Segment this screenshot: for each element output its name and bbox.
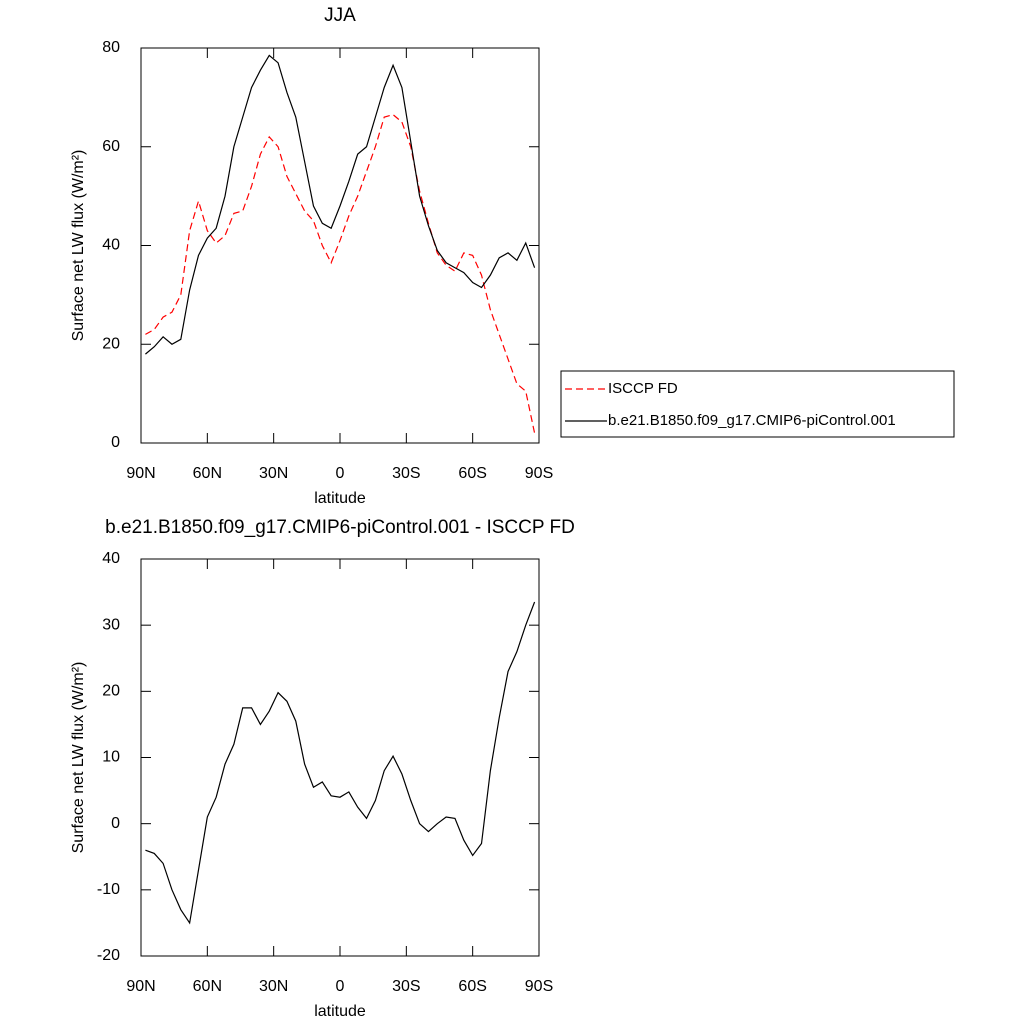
y-tick-label: 10 [102,749,120,766]
plot-frame [140,47,540,444]
x-tick-label: 60N [193,978,222,995]
x-axis-label: latitude [314,490,366,507]
y-tick-label: 40 [102,550,120,567]
chart-title: JJA [324,5,356,26]
x-tick-label: 30S [392,978,420,995]
chart-title: b.e21.B1850.f09_g17.CMIP6-piControl.001 … [105,517,575,538]
y-axis-label: Surface net LW flux (W/m²) [70,150,87,342]
x-tick-label: 30N [259,465,288,482]
x-tick-label: 30N [259,978,288,995]
y-tick-label: 80 [102,39,120,56]
x-tick-label: 0 [336,465,345,482]
y-tick-label: 20 [102,683,120,700]
x-tick-label: 30S [392,465,420,482]
y-tick-label: 0 [111,815,120,832]
legend: ISCCP FD b.e21.B1850.f09_g17.CMIP6-piCont… [560,370,955,438]
series-line [145,54,536,355]
series-line [145,601,536,925]
x-tick-label: 0 [336,978,345,995]
x-tick-label: 60N [193,465,222,482]
y-axis-label: Surface net LW flux (W/m²) [70,662,87,854]
x-tick-label: 60S [458,465,486,482]
legend-label: b.e21.B1850.f09_g17.CMIP6-piControl.001 [608,412,896,429]
y-tick-label: 0 [111,434,120,451]
legend-box [560,370,955,438]
y-tick-label: 60 [102,138,120,155]
y-tick-label: 20 [102,335,120,352]
x-axis-label: latitude [314,1003,366,1020]
y-tick-label: 30 [102,616,120,633]
series-line [145,113,536,434]
y-tick-label: -10 [97,881,120,898]
plot-frame [140,558,540,957]
x-tick-label: 90N [126,465,155,482]
x-tick-label: 90N [126,978,155,995]
y-tick-label: 40 [102,237,120,254]
legend-label: ISCCP FD [608,380,678,397]
x-tick-label: 90S [525,978,553,995]
x-tick-label: 60S [458,978,486,995]
x-tick-label: 90S [525,465,553,482]
panel: JJA latitude Surface net LW flux (W/m²) 90N… [70,5,955,507]
y-tick-label: -20 [97,947,120,964]
panel: b.e21.B1850.f09_g17.CMIP6-piControl.001 … [70,517,575,1020]
